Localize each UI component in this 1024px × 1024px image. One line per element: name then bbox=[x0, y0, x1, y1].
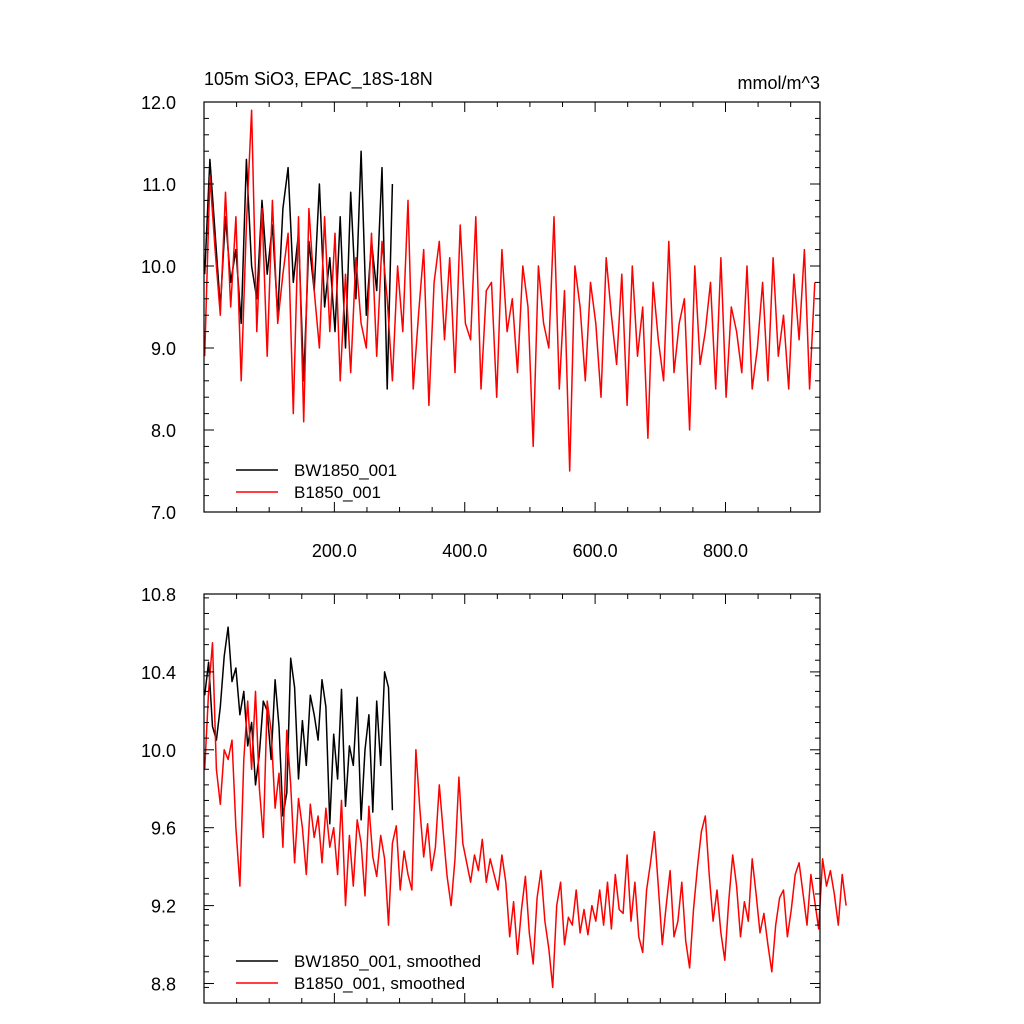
legend-label-0: BW1850_001, smoothed bbox=[294, 952, 481, 971]
units-label: mmol/m^3 bbox=[738, 73, 820, 93]
y-tick-label: 8.0 bbox=[151, 421, 176, 441]
plot-frame bbox=[203, 593, 821, 1004]
legend-label-1: B1850_001 bbox=[294, 483, 381, 502]
legend-label-0: BW1850_001 bbox=[294, 461, 397, 480]
y-tick-label: 9.0 bbox=[151, 339, 176, 359]
y-tick-label: 7.0 bbox=[151, 503, 176, 523]
y-tick-label: 10.0 bbox=[141, 257, 176, 277]
series-line-1 bbox=[203, 109, 816, 472]
y-tick-label: 9.6 bbox=[151, 819, 176, 839]
x-tick-label: 400.0 bbox=[442, 541, 487, 561]
y-tick-label: 9.2 bbox=[151, 897, 176, 917]
y-tick-label: 10.8 bbox=[141, 585, 176, 605]
y-tick-label: 11.0 bbox=[142, 175, 176, 195]
y-tick-label: 8.8 bbox=[151, 975, 176, 995]
chart-title: 105m SiO3, EPAC_18S-18N bbox=[204, 69, 433, 90]
y-tick-label: 12.0 bbox=[141, 93, 176, 113]
series-line-1 bbox=[203, 641, 847, 989]
y-tick-label: 10.4 bbox=[141, 663, 176, 683]
legend-label-1: B1850_001, smoothed bbox=[294, 974, 465, 993]
series-line-0 bbox=[203, 626, 394, 825]
x-tick-label: 200.0 bbox=[312, 541, 357, 561]
top-panel-siO3-timeseries: 105m SiO3, EPAC_18S-18N mmol/m^3 7.0 8.0 9… bbox=[141, 69, 821, 561]
x-tick-label: 800.0 bbox=[703, 541, 748, 561]
x-tick-label: 600.0 bbox=[573, 541, 618, 561]
plot-frame bbox=[203, 101, 821, 513]
bottom-panel-smoothed-timeseries: 8.8 9.2 9.6 10.0 10.4 10.8 BW1850_001, smoothe… bbox=[141, 585, 847, 1004]
y-tick-label: 10.0 bbox=[141, 741, 176, 761]
